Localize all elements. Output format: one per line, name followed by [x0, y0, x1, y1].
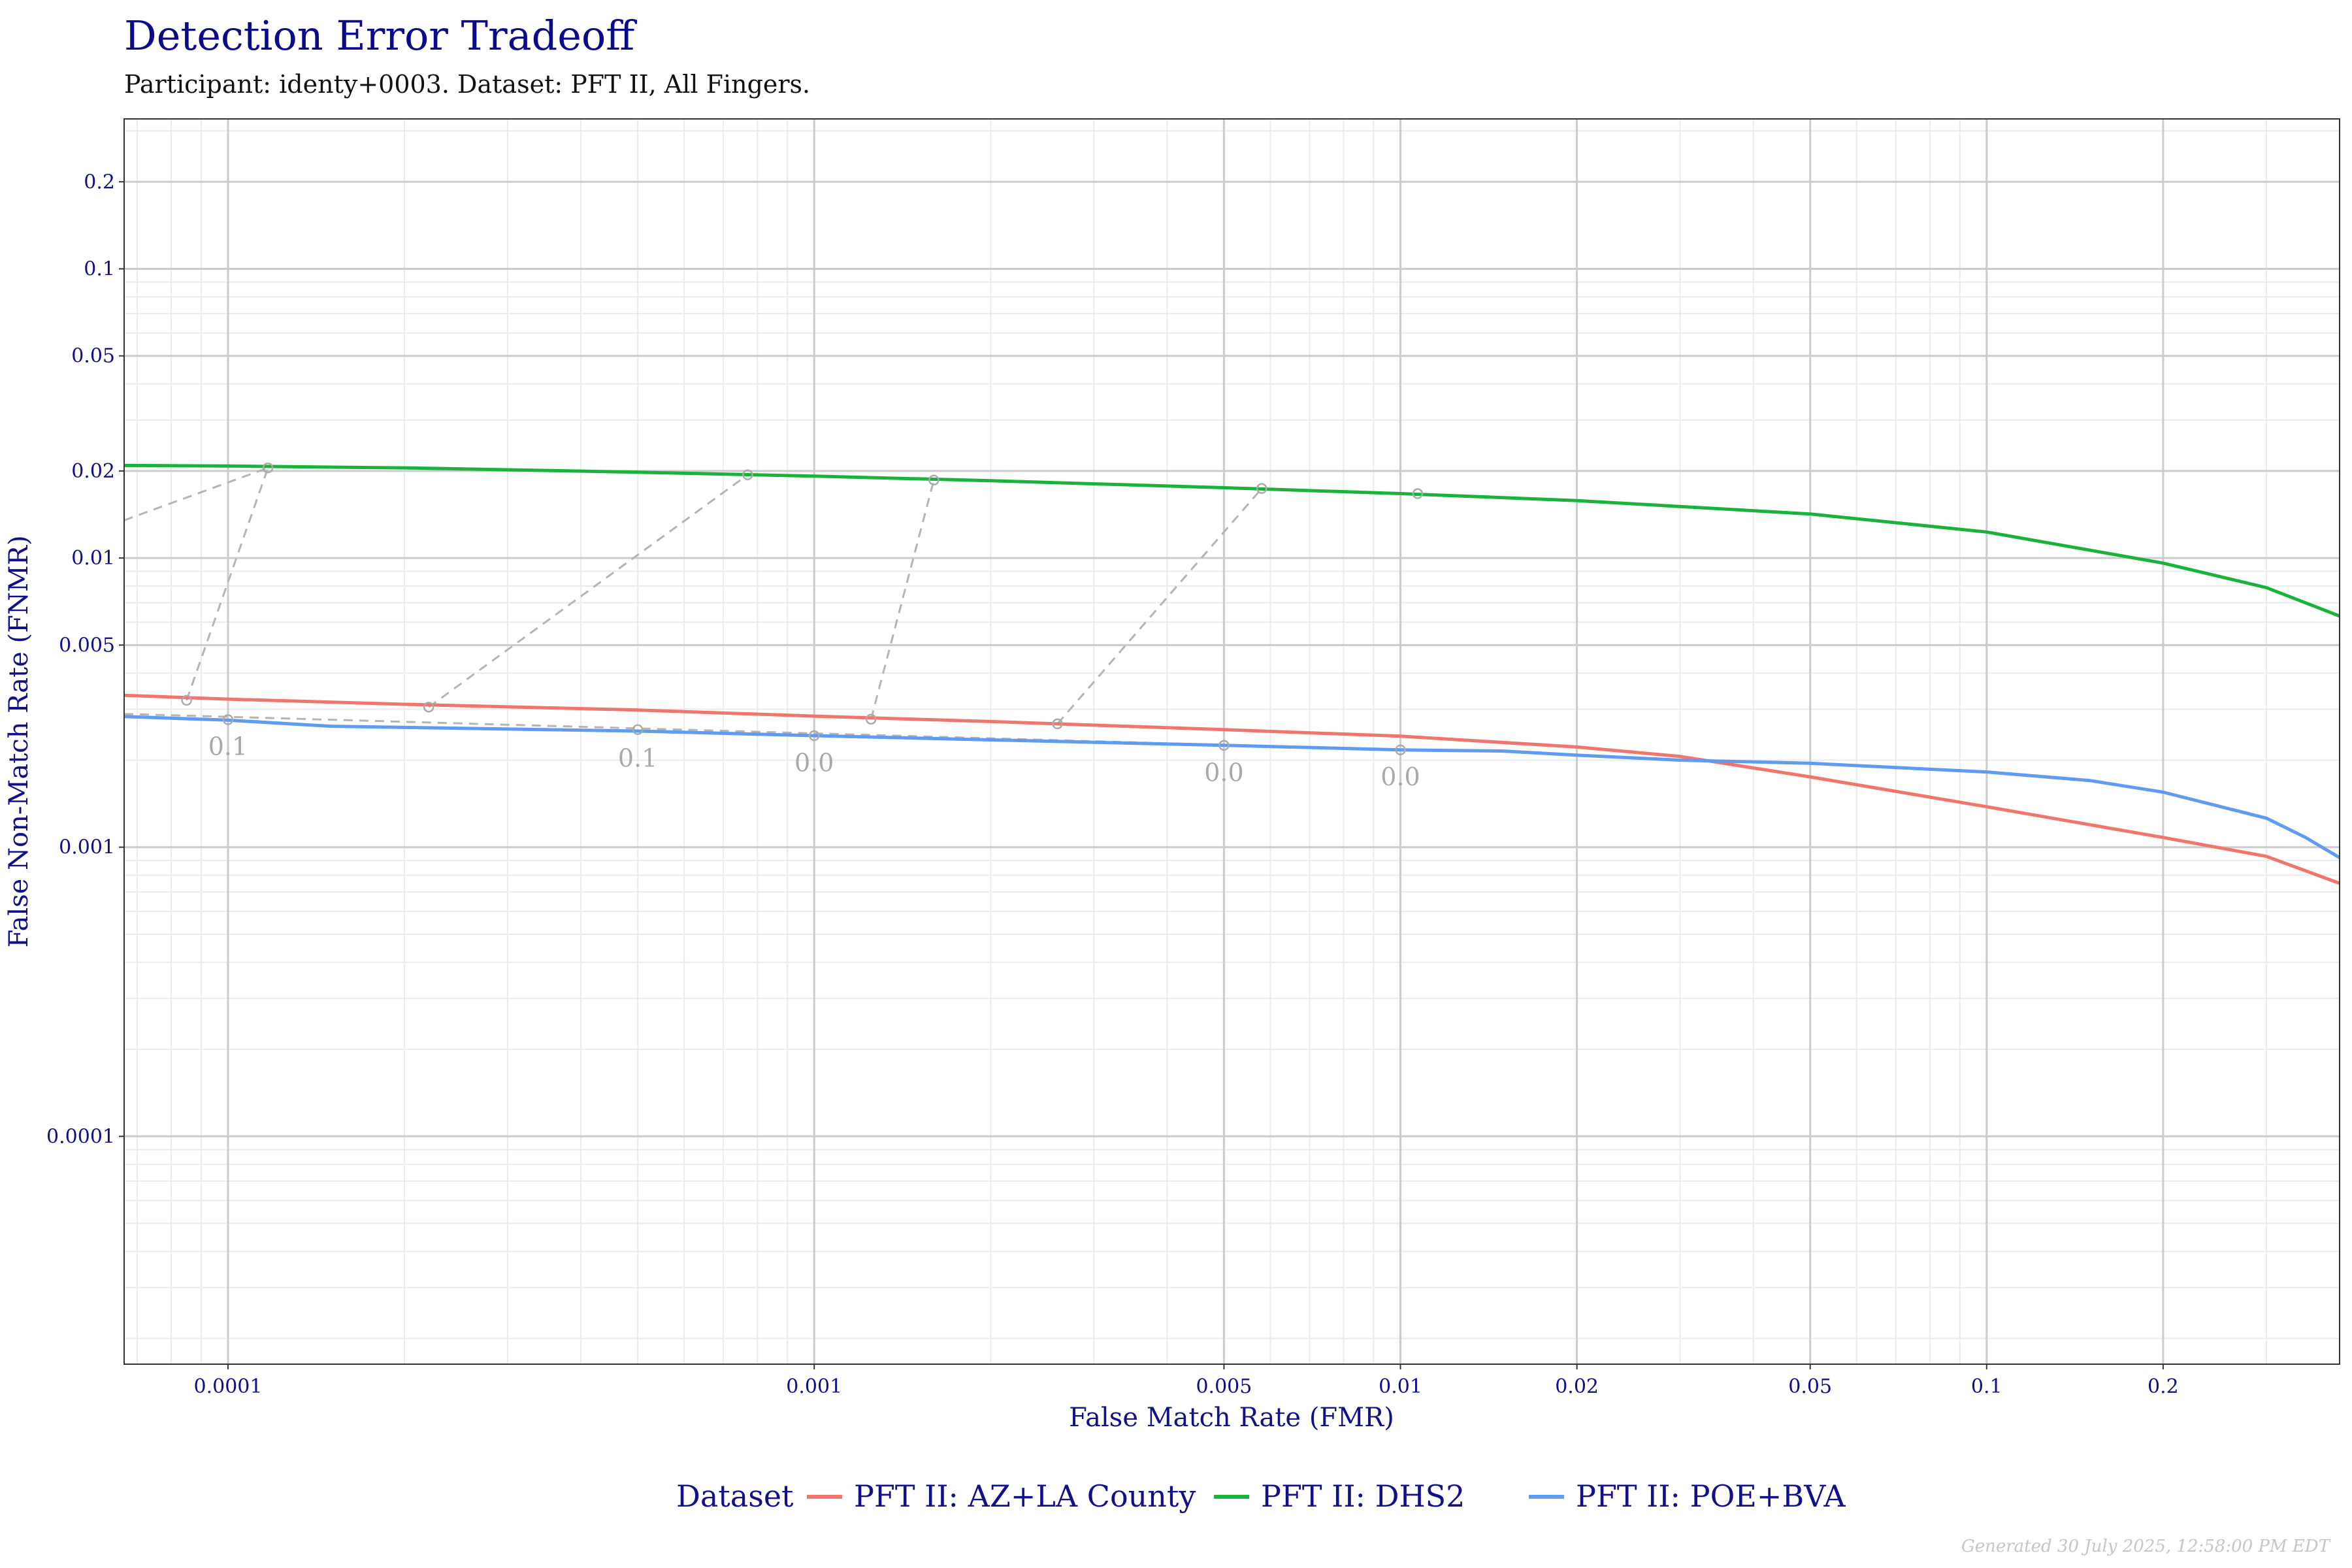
threshold-marker [1218, 740, 1230, 751]
plot-area: 0.1 0.1 0.0 0.0 0.0 [123, 118, 2341, 1365]
threshold-label: 0.1 [618, 744, 657, 773]
threshold-marker [865, 713, 877, 725]
legend: Dataset PFT II: AZ+LA County PFT II: DHS2… [676, 1478, 1846, 1514]
x-tick-label: 0.01 [1379, 1375, 1422, 1398]
y-tick-label: 0.2 [84, 171, 115, 193]
threshold-marker [222, 714, 234, 725]
threshold-marker [1395, 744, 1406, 756]
threshold-marker [808, 730, 820, 742]
threshold-marker [262, 462, 274, 474]
threshold-label: 0.0 [1380, 762, 1420, 791]
major-gridlines [124, 119, 2340, 1364]
threshold-links [123, 466, 1401, 751]
y-tick-label: 0.005 [59, 634, 115, 657]
x-tick-label: 0.001 [786, 1375, 842, 1398]
x-axis-ticks: 0.0001 0.001 0.005 0.01 0.02 0.05 0.1 0.2 [193, 1364, 2179, 1398]
y-axis-ticks: 0.2 0.1 0.05 0.02 0.01 0.005 0.001 0.0001 [46, 171, 124, 1148]
y-tick-label: 0.0001 [46, 1125, 115, 1148]
threshold-link [428, 474, 749, 708]
threshold-link [123, 713, 1401, 751]
threshold-label: 0.0 [1204, 759, 1243, 787]
y-tick-label: 0.001 [59, 836, 115, 859]
threshold-marker [1256, 483, 1267, 494]
x-tick-label: 0.0001 [193, 1375, 262, 1398]
plot-background [124, 119, 2340, 1364]
threshold-marker [423, 702, 434, 713]
legend-label: PFT II: DHS2 [1261, 1478, 1465, 1514]
x-tick-label: 0.05 [1788, 1375, 1832, 1398]
legend-label: PFT II: POE+BVA [1576, 1478, 1846, 1514]
y-tick-label: 0.1 [84, 257, 115, 280]
y-tick-label: 0.01 [71, 547, 115, 570]
plot-border [123, 118, 2340, 1365]
threshold-link [1056, 487, 1263, 725]
y-tick-label: 0.05 [71, 345, 115, 368]
chart-title: Detection Error Tradeoff [124, 12, 637, 59]
threshold-link [123, 466, 269, 521]
legend-title: Dataset [676, 1478, 794, 1514]
threshold-label: 0.1 [208, 732, 248, 760]
threshold-markers [181, 462, 1424, 756]
x-tick-label: 0.1 [1971, 1375, 2002, 1398]
threshold-marker [1052, 718, 1063, 730]
x-tick-label: 0.2 [2148, 1375, 2179, 1398]
chart-subtitle: Participant: identy+0003. Dataset: PFT I… [124, 70, 810, 99]
legend-label: PFT II: AZ+LA County [854, 1478, 1196, 1514]
generated-timestamp: Generated 30 July 2025, 12:58:00 PM EDT [1961, 1537, 2331, 1556]
threshold-link [186, 467, 269, 701]
y-axis-title: False Non-Match Rate (FNMR) [4, 535, 34, 947]
series-lines [123, 463, 2341, 885]
x-tick-label: 0.02 [1555, 1375, 1599, 1398]
threshold-label: 0.0 [794, 748, 834, 777]
x-tick-label: 0.005 [1196, 1375, 1252, 1398]
threshold-marker [928, 474, 939, 486]
threshold-link [870, 480, 935, 720]
threshold-marker [632, 724, 644, 736]
threshold-marker [742, 469, 753, 480]
threshold-labels: 0.1 0.1 0.0 0.0 0.0 [208, 732, 1420, 791]
series-line [123, 463, 2340, 618]
y-tick-label: 0.02 [71, 460, 115, 483]
x-axis-title: False Match Rate (FMR) [1069, 1403, 1394, 1433]
series-line [123, 693, 2340, 885]
series-line [123, 715, 2341, 859]
threshold-marker [181, 694, 192, 706]
threshold-marker [1412, 488, 1424, 499]
